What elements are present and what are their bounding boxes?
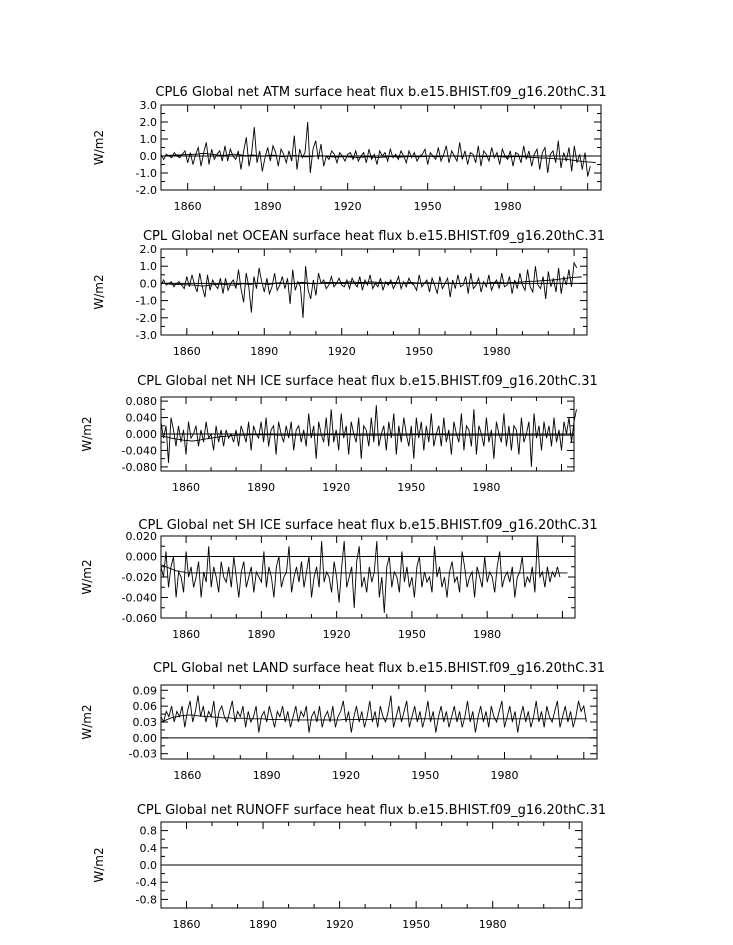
y-axis-label: W/m2 (80, 704, 94, 739)
panel-5: CPL Global net LAND surface heat flux b.… (80, 661, 605, 782)
y-tick-label: 0.09 (133, 684, 158, 697)
panel-title: CPL Global net SH ICE surface heat flux … (138, 518, 597, 533)
panel-6: CPL Global net RUNOFF surface heat flux … (92, 803, 606, 931)
y-tick-label: 3.0 (140, 99, 158, 112)
series-line-smoothed (160, 714, 587, 723)
plot-frame (160, 248, 588, 336)
y-tick-label: -3.0 (136, 329, 157, 342)
x-tick-label: 1950 (402, 918, 430, 931)
y-tick-label: 1.0 (140, 133, 158, 146)
plot-frame (160, 684, 598, 760)
y-tick-label: 0.0 (140, 859, 158, 872)
y-tick-label: 0.080 (126, 395, 158, 408)
y-tick-label: -0.080 (122, 461, 157, 474)
x-tick-label: 1890 (247, 628, 275, 641)
x-tick-label: 1920 (332, 769, 360, 782)
y-axis-label: W/m2 (92, 847, 106, 882)
x-tick-label: 1950 (411, 769, 439, 782)
y-tick-label: 0.06 (133, 700, 158, 713)
x-tick-label: 1860 (173, 769, 201, 782)
plot-frame (160, 104, 602, 191)
x-tick-label: 1980 (491, 769, 519, 782)
panel-2: CPL Global net OCEAN surface heat flux b… (92, 229, 605, 358)
x-tick-label: 1860 (173, 918, 201, 931)
x-tick-label: 1920 (334, 200, 362, 213)
x-tick-label: 1980 (473, 628, 501, 641)
y-axis-label: W/m2 (80, 559, 94, 594)
x-tick-label: 1980 (494, 200, 522, 213)
y-tick-label: -2.0 (136, 312, 157, 325)
y-tick-label: 0.000 (126, 551, 158, 564)
panel-title: CPL6 Global net ATM surface heat flux b.… (155, 85, 606, 100)
x-tick-label: 1890 (247, 481, 275, 494)
x-tick-label: 1950 (405, 345, 433, 358)
panel-1: CPL6 Global net ATM surface heat flux b.… (92, 85, 607, 213)
y-tick-label: -0.060 (122, 612, 157, 625)
y-tick-label: -1.0 (136, 295, 157, 308)
y-axis-label: W/m2 (92, 130, 106, 165)
x-tick-label: 1860 (172, 481, 200, 494)
x-tick-label: 1950 (397, 481, 425, 494)
x-tick-label: 1920 (322, 481, 350, 494)
y-tick-label: 0.03 (133, 716, 158, 729)
panel-title: CPL Global net NH ICE surface heat flux … (137, 374, 598, 389)
x-tick-label: 1860 (173, 345, 201, 358)
y-tick-label: 2.0 (140, 116, 158, 129)
series-line-annual (160, 121, 591, 177)
series-line-annual (160, 535, 561, 613)
x-tick-label: 1980 (479, 918, 507, 931)
series-line-annual (160, 695, 587, 733)
y-tick-label: 2.0 (140, 243, 158, 256)
y-tick-label: 0.040 (126, 412, 158, 425)
y-tick-label: 0.020 (126, 530, 158, 543)
x-tick-label: 1860 (174, 200, 202, 213)
y-tick-label: 0.00 (133, 732, 158, 745)
panel-title: CPL Global net RUNOFF surface heat flux … (137, 803, 606, 818)
x-tick-label: 1890 (253, 769, 281, 782)
series-line-annual (160, 261, 578, 318)
y-tick-label: -0.8 (136, 893, 157, 906)
x-tick-label: 1890 (249, 918, 277, 931)
y-axis-label: W/m2 (92, 274, 106, 309)
y-tick-label: 0.000 (126, 428, 158, 441)
y-tick-label: 0.0 (140, 150, 158, 163)
x-tick-label: 1920 (326, 918, 354, 931)
x-tick-label: 1920 (323, 628, 351, 641)
series-line-smoothed (160, 564, 568, 574)
y-tick-label: -0.03 (129, 748, 157, 761)
y-tick-label: 0.0 (140, 277, 158, 290)
x-tick-label: 1860 (172, 628, 200, 641)
series-line-smoothed (160, 152, 596, 163)
series-line-smoothed (160, 276, 582, 287)
x-tick-label: 1920 (328, 345, 356, 358)
x-tick-label: 1890 (254, 200, 282, 213)
y-tick-label: -0.040 (122, 444, 157, 457)
panel-4: CPL Global net SH ICE surface heat flux … (80, 518, 598, 641)
x-tick-label: 1980 (472, 481, 500, 494)
y-tick-label: 0.8 (140, 825, 158, 838)
y-tick-label: -0.020 (122, 571, 157, 584)
x-tick-label: 1950 (414, 200, 442, 213)
panel-title: CPL Global net LAND surface heat flux b.… (153, 661, 605, 676)
x-tick-label: 1890 (250, 345, 278, 358)
series-line-smoothed (160, 434, 574, 442)
x-tick-label: 1980 (483, 345, 511, 358)
y-tick-label: 1.0 (140, 260, 158, 273)
x-tick-label: 1950 (398, 628, 426, 641)
y-tick-label: 0.4 (140, 842, 158, 855)
panel-title: CPL Global net OCEAN surface heat flux b… (143, 229, 605, 244)
y-tick-label: -0.040 (122, 592, 157, 605)
y-tick-label: -1.0 (136, 167, 157, 180)
y-axis-label: W/m2 (80, 416, 94, 451)
y-tick-label: -0.4 (136, 876, 157, 889)
panel-3: CPL Global net NH ICE surface heat flux … (80, 374, 598, 494)
y-tick-label: -2.0 (136, 184, 157, 197)
